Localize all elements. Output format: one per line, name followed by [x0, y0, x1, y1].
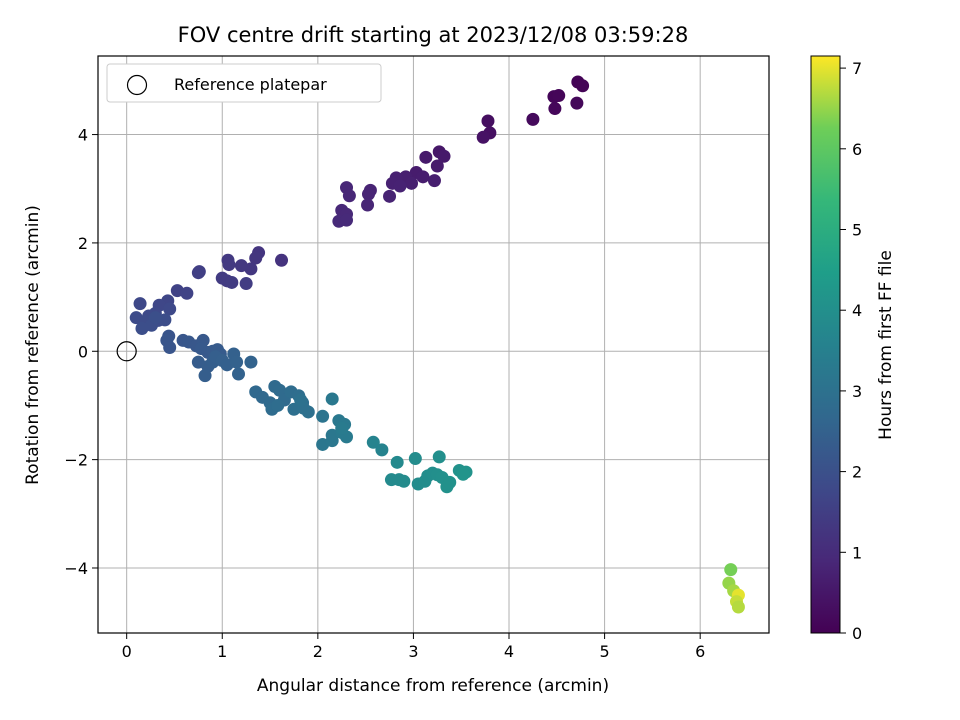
data-point: [437, 149, 451, 163]
data-point: [724, 563, 738, 577]
data-point: [234, 259, 248, 273]
data-point: [294, 393, 308, 407]
data-point: [476, 130, 490, 144]
x-axis-label: Angular distance from reference (arcmin): [257, 676, 609, 696]
data-point: [340, 213, 354, 227]
data-point: [335, 421, 349, 435]
data-point: [405, 176, 419, 190]
data-point: [239, 277, 253, 291]
data-point: [427, 174, 441, 188]
data-point: [576, 79, 590, 93]
colorbar-tick-label: 2: [852, 463, 862, 482]
data-point: [393, 179, 407, 193]
data-point: [301, 405, 315, 419]
colorbar-tick-label: 1: [852, 543, 862, 562]
colorbar: 0 1 2 3 4 5 6 7 Hours from first FF file: [810, 55, 896, 643]
data-point: [249, 251, 263, 265]
data-point: [416, 170, 430, 184]
data-point: [232, 367, 246, 381]
data-point: [180, 286, 194, 300]
data-point: [361, 198, 375, 212]
data-point: [362, 187, 376, 201]
x-tick-label: 2: [313, 642, 323, 661]
data-point: [316, 409, 330, 423]
data-point: [133, 297, 147, 311]
data-point: [443, 475, 457, 489]
data-point: [191, 266, 205, 280]
colorbar-tick-label: 6: [852, 140, 862, 159]
data-point: [230, 355, 244, 369]
plot-frame: [97, 55, 770, 634]
data-point: [548, 102, 562, 116]
data-point: [273, 383, 287, 397]
colorbar-ticks: 0 1 2 3 4 5 6 7: [840, 59, 862, 643]
data-point: [287, 402, 301, 416]
data-point: [419, 150, 433, 164]
data-point: [408, 452, 422, 466]
y-axis-label: Rotation from reference (arcmin): [23, 205, 43, 485]
data-point: [731, 600, 745, 614]
data-point: [275, 253, 289, 267]
data-point: [148, 311, 162, 325]
data-point: [570, 96, 584, 110]
x-axis-ticks: 0 1 2 3 4 5 6: [122, 633, 705, 661]
legend: Reference platepar: [106, 63, 382, 103]
y-tick-label: 2: [78, 234, 88, 253]
legend-marker-open-circle: [126, 74, 148, 96]
data-point: [163, 340, 177, 354]
data-point: [375, 443, 389, 457]
data-point: [198, 369, 212, 383]
x-tick-label: 1: [217, 642, 227, 661]
data-point: [271, 398, 285, 412]
data-point: [390, 455, 404, 469]
y-axis-ticks: −4 −2 0 2 4: [64, 126, 98, 578]
data-point: [552, 89, 566, 103]
y-tick-label: −4: [64, 559, 88, 578]
data-point: [225, 275, 239, 289]
x-tick-label: 0: [122, 642, 132, 661]
data-point: [526, 112, 540, 126]
colorbar-gradient: [810, 55, 841, 634]
data-points: [129, 75, 745, 614]
colorbar-tick-label: 7: [852, 59, 862, 78]
data-point: [244, 355, 258, 369]
colorbar-tick-label: 5: [852, 221, 862, 240]
data-point: [430, 159, 444, 173]
legend-entry: Reference platepar: [174, 75, 327, 94]
data-point: [383, 189, 397, 203]
y-tick-label: 4: [78, 126, 88, 145]
data-point: [366, 435, 380, 449]
reference-point: [116, 341, 137, 362]
x-tick-label: 3: [408, 642, 418, 661]
data-point: [135, 322, 149, 336]
chart-title: FOV centre drift starting at 2023/12/08 …: [178, 23, 689, 47]
x-tick-label: 4: [504, 642, 514, 661]
data-point: [432, 450, 446, 464]
colorbar-label: Hours from first FF file: [876, 250, 896, 440]
colorbar-tick-label: 3: [852, 382, 862, 401]
data-point: [456, 467, 470, 481]
colorbar-tick-label: 4: [852, 301, 862, 320]
y-tick-label: −2: [64, 451, 88, 470]
data-point: [342, 189, 356, 203]
colorbar-tick-label: 0: [852, 624, 862, 643]
data-point: [325, 392, 339, 406]
x-tick-label: 5: [600, 642, 610, 661]
legend-box: [106, 63, 382, 103]
data-point: [481, 114, 495, 128]
data-point: [163, 302, 177, 316]
data-point: [397, 474, 411, 488]
x-tick-label: 6: [695, 642, 705, 661]
reference-marker: [116, 341, 137, 362]
y-tick-label: 0: [78, 342, 88, 361]
data-point: [222, 258, 236, 272]
